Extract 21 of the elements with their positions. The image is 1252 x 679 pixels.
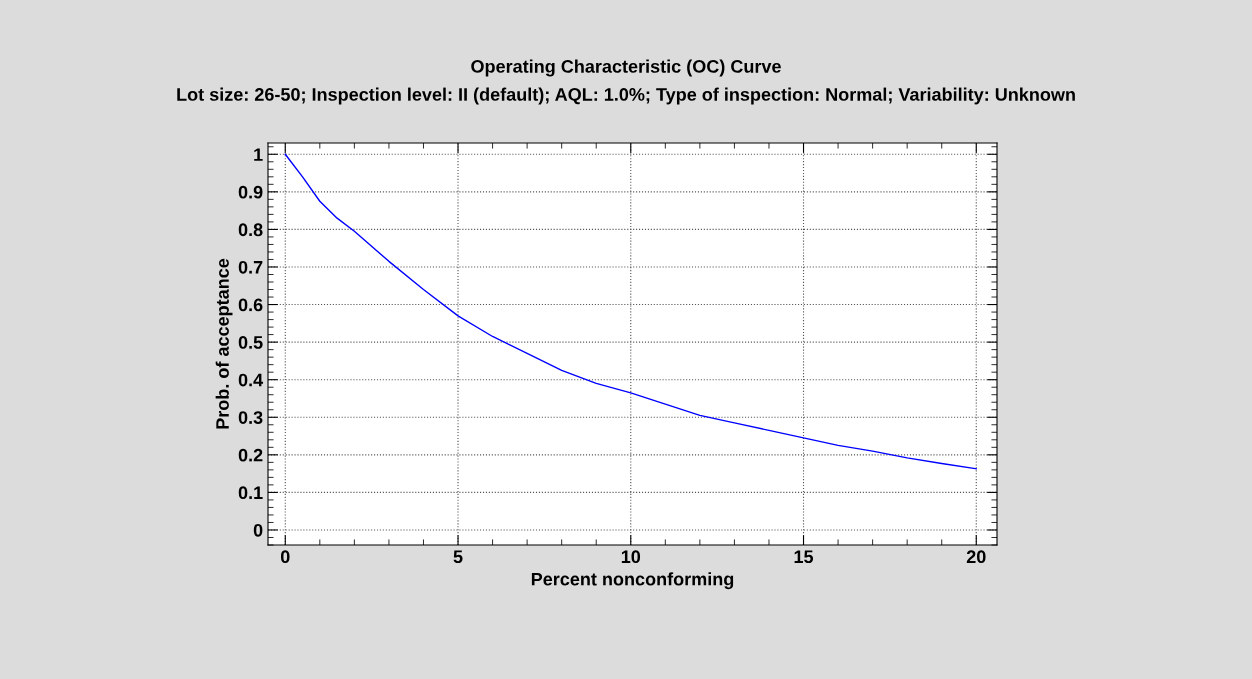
chart-subtitle: Lot size: 26-50; Inspection level: II (default); AQL: 1.0%; Type of inspection: Normal; Variability: Unknown: [177, 87, 1075, 105]
chart-title: Operating Characteristic (OC) Curve: [471, 59, 781, 77]
line-series: [284, 153, 977, 470]
x-tick-label: 10: [621, 550, 641, 564]
y-tick-label: 0.7: [238, 260, 263, 274]
y-tick-label: 0.4: [238, 373, 264, 387]
y-tick-label: 0.5: [238, 336, 263, 349]
x-axis-title: Percent nonconforming: [531, 572, 734, 590]
y-tick-label: 0.9: [238, 185, 263, 199]
y-tick-label: 0.6: [238, 298, 263, 312]
x-tick-label: 15: [794, 550, 814, 564]
y-tick-label: 1: [254, 148, 263, 161]
x-tick-label: 5: [453, 550, 463, 564]
y-tick-label: 0.3: [238, 411, 263, 425]
y-axis-title: Prob. of acceptance: [215, 258, 233, 429]
y-tick-label: 0: [253, 523, 263, 537]
x-tick-label: 0: [280, 550, 290, 564]
y-tick-label: 0.8: [238, 223, 263, 237]
y-tick-label: 0.2: [238, 448, 263, 462]
x-tick-label: 20: [966, 550, 986, 564]
y-tick-label: 0.1: [238, 486, 263, 500]
